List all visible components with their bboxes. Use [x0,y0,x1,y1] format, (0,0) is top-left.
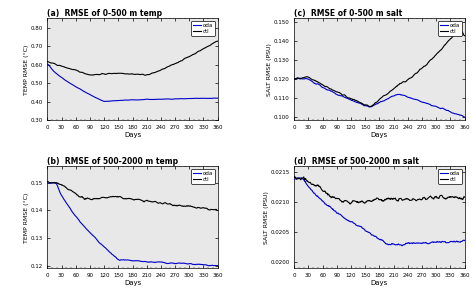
Legend: oda, ctl: oda, ctl [191,21,215,35]
Legend: oda, ctl: oda, ctl [438,169,462,184]
Text: (c)  RMSE of 0-500 m salt: (c) RMSE of 0-500 m salt [294,9,402,17]
X-axis label: Days: Days [124,132,141,138]
Legend: oda, ctl: oda, ctl [438,21,462,35]
Text: (b)  RMSE of 500-2000 m temp: (b) RMSE of 500-2000 m temp [47,156,179,166]
Y-axis label: TEMP RMSE (°C): TEMP RMSE (°C) [24,192,29,242]
X-axis label: Days: Days [371,280,388,286]
Legend: oda, ctl: oda, ctl [191,169,215,184]
Text: (d)  RMSE of 500-2000 m salt: (d) RMSE of 500-2000 m salt [294,156,419,166]
Y-axis label: TEMP RMSE (°C): TEMP RMSE (°C) [24,44,29,95]
Text: (a)  RMSE of 0-500 m temp: (a) RMSE of 0-500 m temp [47,9,163,17]
Y-axis label: SALT RMSE (PSU): SALT RMSE (PSU) [267,43,272,96]
X-axis label: Days: Days [371,132,388,138]
Y-axis label: SALT RMSE (PSU): SALT RMSE (PSU) [264,191,269,244]
X-axis label: Days: Days [124,280,141,286]
